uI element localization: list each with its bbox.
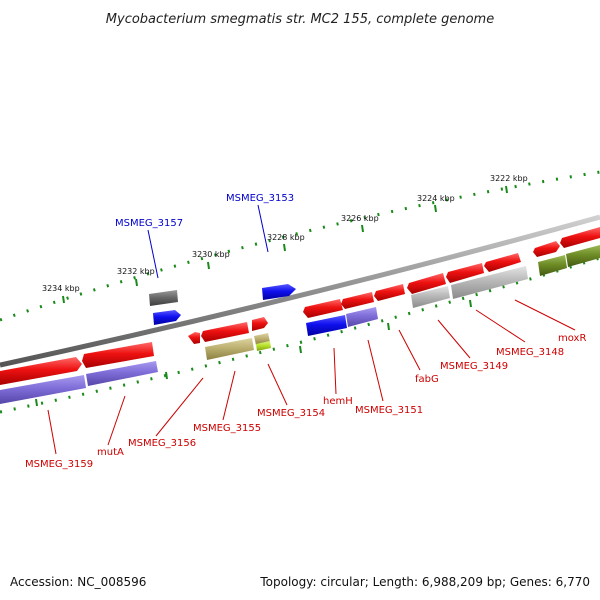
gene-MSMEG_3148[interactable] (538, 255, 567, 276)
tick-mark (165, 371, 168, 380)
scale-tick-labels: 3222 kbp 3224 kbp 3226 kbp 3228 kbp 3230… (42, 174, 528, 293)
forward-strand-genes (0, 227, 600, 385)
tick-mark (135, 278, 138, 287)
label-MSMEG_3149[interactable]: MSMEG_3149 (440, 361, 508, 372)
tick-label-3224: 3224 kbp (417, 194, 455, 203)
gene-moxR[interactable] (566, 245, 600, 267)
scale-ticks-lower (35, 299, 472, 407)
label-hemH[interactable]: hemH (323, 396, 353, 407)
gene-fabG[interactable] (411, 286, 450, 308)
tick-mark (387, 322, 390, 331)
leader-MSMEG_3159 (47, 409, 57, 455)
tick-label-3228: 3228 kbp (267, 233, 305, 242)
accession-text: Accession: NC_008596 (10, 575, 146, 589)
gene-MSMEG_3151-red[interactable] (341, 292, 374, 309)
label-MSMEG_3155[interactable]: MSMEG_3155 (193, 423, 261, 434)
gene-hemH-red[interactable] (303, 299, 343, 318)
leader-MSMEG_3148 (475, 309, 526, 343)
tick-label-3226: 3226 kbp (341, 214, 379, 223)
genome-summary-text: Topology: circular; Length: 6,988,209 bp… (259, 575, 590, 589)
tick-mark (62, 295, 65, 304)
bottom-gene-labels: MSMEG_3159 mutA MSMEG_3156 MSMEG_3155 MS… (25, 333, 586, 470)
genome-backbone (0, 214, 600, 368)
label-MSMEG_3154[interactable]: MSMEG_3154 (257, 408, 325, 419)
leader-MSMEG_3149 (437, 319, 471, 359)
leader-MSMEG_3156 (155, 377, 204, 437)
top-label-leaders (147, 204, 269, 279)
map-title: Mycobacterium smegmatis str. MC2 155, co… (106, 12, 494, 27)
gene-blue-small[interactable] (153, 310, 181, 325)
gene-mutA-purple[interactable] (86, 361, 158, 386)
label-fabG[interactable]: fabG (415, 374, 439, 385)
tick-label-3234: 3234 kbp (42, 284, 80, 293)
label-MSMEG_3151[interactable]: MSMEG_3151 (355, 405, 423, 416)
gene-MSMEG_3153[interactable] (262, 284, 296, 300)
leader-MSMEG_3151 (367, 339, 384, 402)
gene-MSMEG_3155[interactable] (205, 338, 254, 360)
leader-MSMEG_3153 (257, 204, 269, 253)
gene-MSMEG_3151[interactable] (346, 307, 378, 327)
gene-MSMEG_3149-red[interactable] (407, 273, 446, 294)
tick-mark (361, 224, 364, 233)
leader-mutA (107, 395, 126, 446)
leader-MSMEG_3155 (222, 370, 236, 421)
scale-ticks (62, 185, 508, 304)
gene-MSMEG_3159[interactable] (0, 357, 82, 385)
tick-label-3230: 3230 kbp (192, 250, 230, 259)
gene-MSMEG_3149[interactable] (451, 266, 528, 299)
label-MSMEG_3159[interactable]: MSMEG_3159 (25, 459, 93, 470)
leader-MSMEG_3157 (147, 229, 159, 279)
label-MSMEG_3148[interactable]: MSMEG_3148 (496, 347, 564, 358)
label-MSMEG_3156[interactable]: MSMEG_3156 (128, 438, 196, 449)
top-gene-labels: MSMEG_3157 MSMEG_3153 (115, 193, 294, 229)
scale-ring-upper (0, 170, 600, 322)
leader-hemH (333, 347, 337, 395)
gene-red-edge[interactable] (560, 227, 600, 248)
tick-label-3222: 3222 kbp (490, 174, 528, 183)
gene-MSMEG_3148-red[interactable] (446, 263, 484, 283)
label-MSMEG_3157[interactable]: MSMEG_3157 (115, 218, 183, 229)
gene-red-right[interactable] (484, 253, 521, 272)
gene-MSMEG_3154-red[interactable] (252, 317, 268, 331)
gene-mutA[interactable] (82, 342, 154, 368)
tick-label-3232: 3232 kbp (117, 267, 155, 276)
gene-fabG-red[interactable] (374, 284, 405, 301)
reverse-strand-genes (0, 245, 600, 404)
gene-red-far-right[interactable] (533, 241, 560, 257)
gene-MSMEG_3156[interactable] (201, 322, 249, 342)
bottom-label-leaders (47, 299, 576, 455)
gene-hemH[interactable] (306, 315, 347, 336)
leader-fabG (398, 329, 421, 371)
gene-red-small[interactable] (188, 332, 200, 344)
tick-mark (207, 261, 210, 270)
leader-MSMEG_3154 (267, 363, 288, 406)
tick-mark (469, 299, 472, 308)
leader-moxR (514, 299, 576, 331)
gene-MSMEG_3154-lime[interactable] (256, 341, 271, 351)
label-MSMEG_3153[interactable]: MSMEG_3153 (226, 193, 294, 204)
tick-mark (434, 204, 437, 213)
tick-mark (283, 243, 286, 252)
label-moxR[interactable]: moxR (558, 333, 586, 344)
tick-mark (35, 398, 38, 407)
tick-mark (299, 345, 302, 354)
scale-ring-lower (0, 256, 600, 414)
tick-mark (505, 185, 508, 194)
gene-MSMEG_3159-purple[interactable] (0, 375, 86, 404)
gene-MSMEG_3157[interactable] (149, 290, 178, 306)
label-mutA[interactable]: mutA (97, 447, 124, 458)
